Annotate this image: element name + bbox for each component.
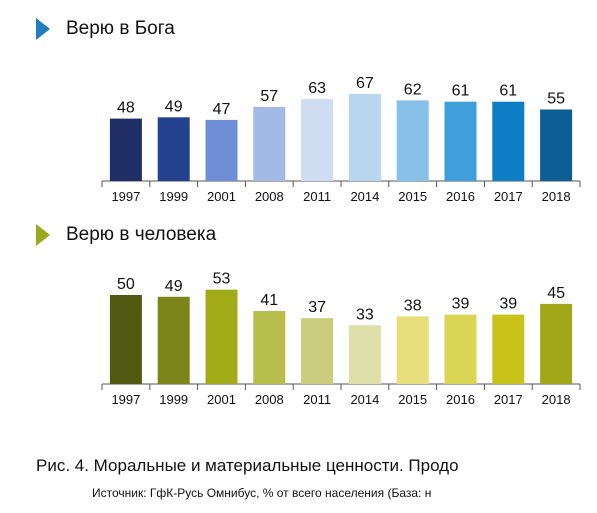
x-tick-label: 2001 [207,392,236,407]
figure-caption: Рис. 4. Моральные и материальные ценност… [36,456,459,475]
x-tick-label: 1997 [111,189,140,204]
data-label: 48 [117,100,135,117]
bar [540,303,573,384]
bar [157,296,190,384]
x-tick-label: 2017 [494,189,523,204]
bar [253,106,286,181]
x-tick-label: 2018 [542,189,571,204]
data-label: 39 [499,296,517,313]
x-tick-label: 2011 [303,189,331,204]
chart-title-row: Верю в человека [36,224,216,246]
bar [301,318,334,384]
data-label: 33 [356,306,374,323]
bar [396,316,429,384]
bar-chart-god: 48 1997 49 1999 47 2001 57 2008 63 2011 67 2014 62 20… [101,75,581,204]
data-label: 55 [547,91,565,108]
bar [253,311,286,384]
data-label: 67 [356,75,374,92]
data-label: 49 [165,278,183,295]
data-label: 61 [452,83,470,100]
bar [301,99,334,181]
source-note: Источник: ГфК-Русь Омнибус, % от всего н… [92,486,432,500]
data-label: 53 [213,271,231,288]
x-tick-label: 1997 [111,392,140,407]
x-tick-label: 2015 [398,189,427,204]
bar [157,117,190,181]
bar [492,101,525,181]
arrow-right-icon [36,18,50,40]
data-label: 49 [165,98,183,115]
chart-title: Верю в человека [66,224,217,245]
bar [109,295,142,384]
x-tick-label: 2018 [542,392,571,407]
data-label: 47 [213,101,231,118]
bar [348,93,381,181]
data-label: 61 [499,83,517,100]
data-label: 41 [260,292,278,309]
bar [205,119,238,181]
bar [396,100,429,181]
x-tick-label: 2008 [255,189,284,204]
data-label: 63 [308,80,326,97]
x-tick-label: 2014 [350,189,379,204]
x-tick-label: 1999 [159,392,188,407]
x-tick-label: 2015 [398,392,427,407]
chart-title-row: Верю в Бога [36,18,175,40]
x-tick-label: 2016 [446,189,475,204]
bar [109,118,142,181]
x-tick-label: 2014 [350,392,379,407]
data-label: 39 [452,296,470,313]
bar [348,325,381,384]
arrow-right-icon [36,224,50,246]
bar [444,101,477,181]
data-label: 57 [260,88,278,105]
x-tick-label: 2017 [494,392,523,407]
data-label: 50 [117,276,135,293]
x-tick-label: 2008 [255,392,284,407]
x-tick-label: 2001 [207,189,236,204]
x-tick-label: 2011 [303,392,331,407]
data-label: 37 [308,299,326,316]
data-label: 38 [404,297,422,314]
bar [205,289,238,384]
data-label: 45 [547,285,565,302]
bar [492,314,525,384]
x-tick-label: 2016 [446,392,475,407]
bar [540,109,573,181]
x-tick-label: 1999 [159,189,188,204]
bar-chart-human: 50 1997 49 1999 53 2001 41 2008 37 2011 33 2014 38 20… [101,271,581,407]
data-label: 62 [404,81,422,98]
bar [444,314,477,384]
chart-title: Верю в Бога [66,18,175,39]
